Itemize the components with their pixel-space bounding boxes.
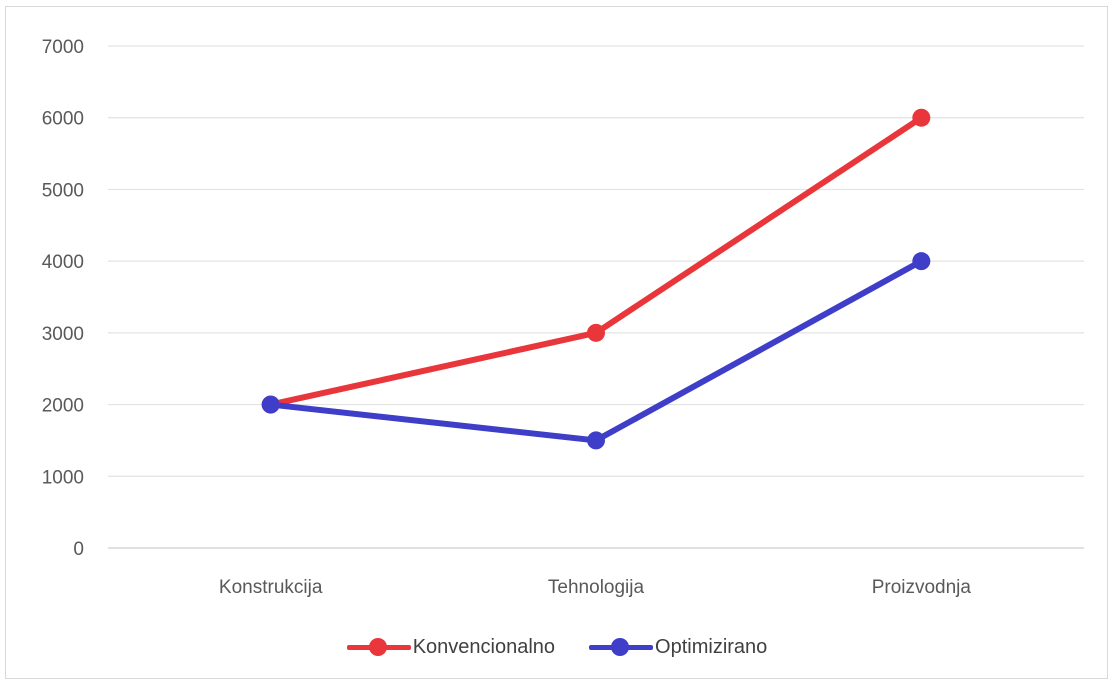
data-point-konvencionalno <box>912 108 931 127</box>
y-tick-label: 6000 <box>42 109 84 130</box>
gridlines <box>108 45 1084 549</box>
y-tick-label: 1000 <box>42 467 84 488</box>
data-point-optimizirano <box>261 395 280 414</box>
data-point-optimizirano <box>912 252 931 271</box>
legend: Konvencionalno Optimizirano <box>0 630 1114 664</box>
legend-swatch-konvencionalno <box>346 637 411 657</box>
x-axis-tick-labels: Konstrukcija Tehnologija Proizvodnja <box>219 577 971 598</box>
y-tick-label: 7000 <box>42 37 84 58</box>
x-tick-label: Proizvodnja <box>872 577 972 598</box>
y-tick-label: 4000 <box>42 252 84 273</box>
series-line-optimizirano <box>267 258 925 444</box>
legend-marker <box>368 638 387 656</box>
legend-item-konvencionalno: Konvencionalno <box>346 635 556 659</box>
legend-label-konvencionalno: Konvencionalno <box>412 635 556 658</box>
y-tick-label: 2000 <box>42 396 84 417</box>
legend-item-optimizirano: Optimizirano <box>589 636 767 659</box>
x-tick-label: Tehnologija <box>548 577 645 598</box>
y-tick-label: 5000 <box>42 180 84 201</box>
legend-swatch-optimizirano <box>589 637 654 657</box>
y-tick-label: 3000 <box>42 324 84 345</box>
data-point-konvencionalno <box>587 323 605 342</box>
data-point-optimizirano <box>587 431 605 450</box>
series-points <box>261 108 931 450</box>
y-tick-label: 0 <box>73 539 84 560</box>
y-axis-tick-labels: 0 1000 2000 3000 4000 5000 6000 7000 <box>42 37 84 560</box>
legend-marker <box>611 638 630 656</box>
legend-label-optimizirano: Optimizirano <box>655 635 768 658</box>
series-lines <box>267 114 925 444</box>
x-tick-label: Konstrukcija <box>219 577 323 598</box>
